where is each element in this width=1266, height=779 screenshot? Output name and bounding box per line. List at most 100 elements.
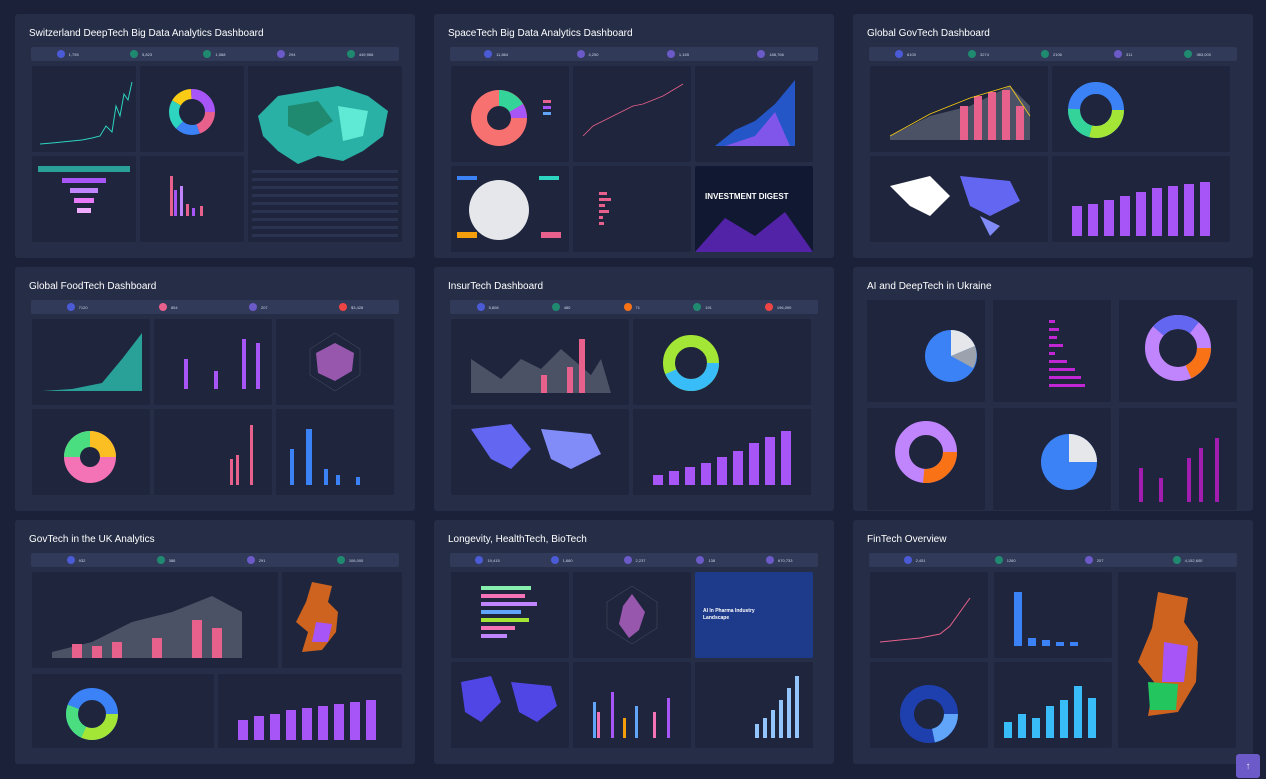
- stat-item: 480: [551, 303, 571, 311]
- stat-item: 188,766: [757, 50, 784, 58]
- card-title: InsurTech Dashboard: [448, 281, 544, 292]
- stat-item: 191: [693, 303, 712, 311]
- stats-bar: 11,864 4,250 1,165 188,766: [450, 47, 818, 61]
- stat-value: $3,428: [351, 304, 364, 310]
- stats-bar: 5,808 480 71 191 196,090: [450, 300, 818, 314]
- pharma-panel[interactable]: AI In Pharma Industry Landscape: [695, 572, 813, 658]
- card-title: FinTech Overview: [867, 534, 947, 545]
- card-title: Longevity, HealthTech, BioTech: [448, 534, 587, 545]
- pie-chart-panel: [993, 408, 1111, 510]
- radar-chart-panel: [276, 319, 394, 405]
- dashboard-grid: Switzerland DeepTech Big Data Analytics …: [15, 14, 1253, 764]
- area-chart-panel: [695, 66, 813, 162]
- stat-value: 932: [78, 557, 86, 563]
- stat-item: 294: [276, 50, 296, 58]
- stat-item: 138: [696, 556, 715, 564]
- uk-map-panel: [1118, 572, 1236, 748]
- stat-value: 480: [563, 304, 571, 310]
- card-title: Global FoodTech Dashboard: [29, 281, 157, 292]
- stat-value: 138: [708, 557, 716, 563]
- stat-item: 11,864: [484, 50, 508, 58]
- stat-value: 6100: [907, 51, 916, 57]
- stat-value: 294: [288, 51, 296, 57]
- stat-item: 71: [623, 303, 640, 311]
- stats-bar: 6100 3274 2106 311 383,000: [869, 47, 1237, 61]
- stats-bar: 7120 854 207 $3,428: [31, 300, 399, 314]
- stat-item: 386: [156, 556, 176, 564]
- stat-value: 2,237: [635, 557, 646, 563]
- stat-item: 932: [66, 556, 86, 564]
- stat-item: 311: [1113, 50, 1133, 58]
- bar-chart-panel: [573, 166, 691, 252]
- pie-chart-panel: [867, 300, 985, 402]
- dashboard-card-spacetech[interactable]: SpaceTech Big Data Analytics Dashboard 1…: [434, 14, 834, 258]
- stat-item: 291: [246, 556, 266, 564]
- dashboard-card-ukraine[interactable]: AI and DeepTech in Ukraine: [853, 267, 1253, 511]
- donut-chart-panel: [867, 408, 985, 510]
- stat-value: 3274: [980, 51, 989, 57]
- dashboard-card-foodtech[interactable]: Global FoodTech Dashboard 7120 854 207 $…: [15, 267, 415, 511]
- stat-value: 291: [258, 557, 266, 563]
- dashboard-card-fintech[interactable]: FinTech Overview 2,451 1260 207 4,152,60…: [853, 520, 1253, 764]
- stat-item: 1,165: [666, 50, 689, 58]
- stats-bar: 19,415 1,660 2,237 138 670,733: [450, 553, 818, 567]
- stat-value: 207: [1096, 557, 1104, 563]
- area-chart-panel: [32, 319, 150, 405]
- funnel-panel: [32, 156, 136, 242]
- stat-item: 106,000: [336, 556, 364, 564]
- donut-chart-panel: [1052, 66, 1230, 152]
- bar-chart-panel: [573, 662, 691, 748]
- card-title: AI and DeepTech in Ukraine: [867, 281, 992, 292]
- line-chart-panel: [870, 572, 988, 658]
- uk-map-panel: [282, 572, 402, 668]
- stat-value: 207: [260, 304, 268, 310]
- dashboard-card-switzerland[interactable]: Switzerland DeepTech Big Data Analytics …: [15, 14, 415, 258]
- stat-item: 5,808: [476, 303, 499, 311]
- donut-chart-panel: [1119, 300, 1237, 402]
- card-title: Switzerland DeepTech Big Data Analytics …: [29, 28, 264, 39]
- dashboard-card-govtech-global[interactable]: Global GovTech Dashboard 6100 3274 2106 …: [853, 14, 1253, 258]
- bar-chart-panel: [154, 409, 272, 495]
- bar-chart-panel: [1119, 408, 1237, 510]
- stat-item: 2,451: [903, 556, 926, 564]
- bar-chart-panel: [993, 300, 1111, 402]
- stat-item: 19,415: [475, 556, 500, 564]
- scroll-to-top-button[interactable]: ↑: [1236, 754, 1260, 778]
- stat-item: 5,823: [130, 50, 152, 58]
- stat-value: 106,000: [348, 557, 364, 563]
- stat-value: 1,755: [68, 51, 79, 57]
- stat-item: 854: [158, 303, 178, 311]
- bar-chart-panel: [218, 674, 402, 748]
- stat-value: 11,864: [496, 51, 509, 57]
- stat-value: 449,966: [358, 51, 374, 57]
- stat-value: 311: [1125, 51, 1133, 57]
- stat-item: 2106: [1041, 50, 1062, 58]
- stat-item: 4,152,600: [1172, 556, 1202, 564]
- donut-chart-panel: [32, 409, 150, 495]
- bar-chart-panel: [276, 409, 394, 495]
- stats-bar: 1,755 5,823 1,588 294 449,966: [31, 47, 399, 61]
- stat-value: 71: [635, 304, 640, 310]
- combo-chart-panel: [32, 572, 278, 668]
- digest-panel[interactable]: INVESTMENT DIGEST: [695, 166, 813, 252]
- stat-item: 383,000: [1184, 50, 1211, 58]
- dashboard-card-longevity[interactable]: Longevity, HealthTech, BioTech 19,415 1,…: [434, 520, 834, 764]
- bar-chart-panel: [154, 319, 272, 405]
- world-map-panel: [451, 409, 629, 495]
- stat-item: 2,237: [623, 556, 646, 564]
- combo-chart-panel: [451, 319, 629, 405]
- stat-value: 386: [168, 557, 176, 563]
- donut-chart-panel: [870, 662, 988, 748]
- stat-item: 4,250: [576, 50, 599, 58]
- combo-chart-panel: [870, 66, 1048, 152]
- bar-chart-panel: [994, 572, 1112, 658]
- world-map-panel: [870, 156, 1048, 242]
- stat-value: 1260: [1006, 557, 1016, 563]
- bar-chart-panel: [140, 156, 244, 242]
- dashboard-card-govtech-uk[interactable]: GovTech in the UK Analytics 932 386 291 …: [15, 520, 415, 764]
- stat-value: 1,660: [562, 557, 573, 563]
- stat-value: 1,588: [215, 51, 226, 57]
- stacked-bar-panel: [451, 572, 569, 658]
- dashboard-card-insurtech[interactable]: InsurTech Dashboard 5,808 480 71 191 196…: [434, 267, 834, 511]
- stat-item: 1260: [994, 556, 1016, 564]
